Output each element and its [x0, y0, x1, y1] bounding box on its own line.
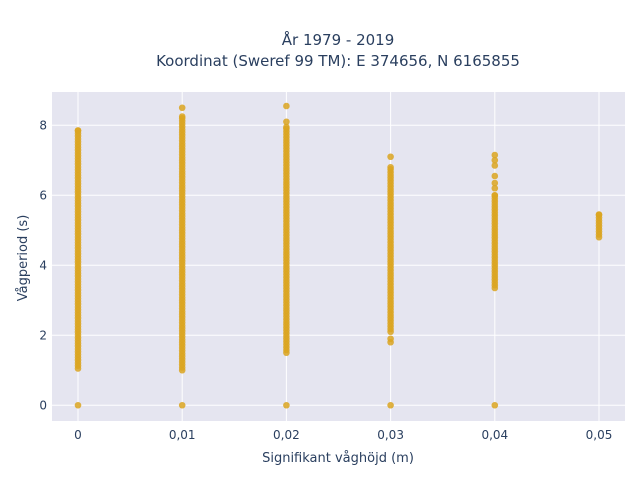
data-point — [74, 127, 82, 134]
y-tick-label: 0 — [39, 398, 47, 412]
y-tick-label: 6 — [39, 188, 47, 202]
x-tick-label: 0,02 — [273, 428, 300, 442]
data-point — [387, 163, 394, 171]
x-axis-label: Signifikant våghöjd (m) — [262, 451, 414, 466]
y-tick-label: 2 — [39, 328, 47, 342]
data-point — [491, 151, 499, 159]
data-point — [387, 401, 394, 409]
data-point — [74, 401, 82, 409]
data-point — [491, 156, 499, 164]
data-point — [387, 335, 394, 343]
x-tick-label: 0,01 — [169, 428, 196, 442]
data-point — [178, 113, 186, 120]
chart-title-line1: År 1979 - 2019 — [282, 30, 395, 49]
ticks-layer: 0 2 4 6 8 0 0,01 0,02 0,03 0,04 0,05 — [39, 118, 612, 442]
y-tick-label: 8 — [39, 118, 47, 132]
data-point — [178, 401, 186, 409]
data-point — [491, 179, 499, 187]
x-tick-label: 0 — [74, 428, 82, 442]
plot-background — [52, 92, 625, 421]
points-layer — [74, 102, 603, 409]
data-point — [178, 104, 186, 112]
data-point — [491, 191, 499, 199]
chart-title-line2: Koordinat (Sweref 99 TM): E 374656, N 61… — [156, 52, 520, 70]
y-tick-label: 4 — [39, 258, 47, 272]
x-tick-label: 0,05 — [586, 428, 613, 442]
data-point — [387, 153, 394, 161]
data-point — [491, 401, 499, 409]
x-tick-label: 0,04 — [481, 428, 508, 442]
data-point — [283, 102, 290, 110]
data-point — [595, 211, 603, 218]
data-point — [491, 162, 499, 169]
x-tick-label: 0,03 — [377, 428, 404, 442]
y-axis-label: Vågperiod (s) — [16, 215, 31, 302]
data-point — [283, 118, 290, 126]
data-point — [491, 172, 499, 180]
data-point — [491, 184, 499, 192]
data-point — [283, 401, 290, 409]
data-point — [283, 123, 290, 131]
